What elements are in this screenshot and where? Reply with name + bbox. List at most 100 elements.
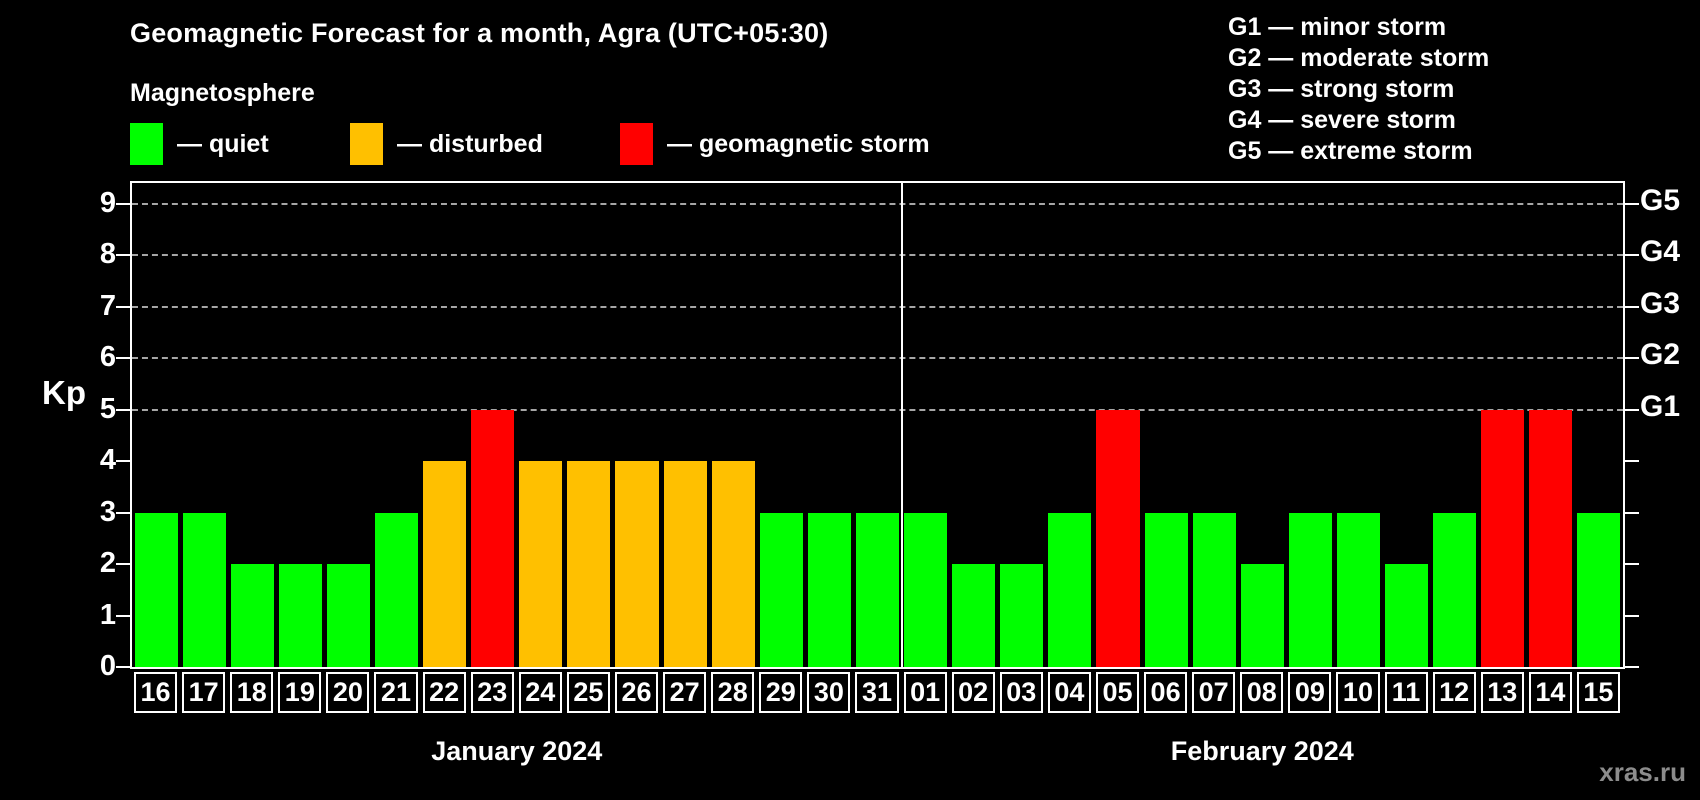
kp-bar-feb-01 xyxy=(904,512,948,667)
g-legend-line-g2: G2 — moderate storm xyxy=(1228,44,1490,72)
y-tick-left-0 xyxy=(116,666,130,668)
kp-bar-jan-27 xyxy=(663,461,707,667)
kp-bar-feb-10 xyxy=(1336,512,1380,667)
date-cell-feb-11: 11 xyxy=(1384,672,1428,713)
y-tick-label-1: 1 xyxy=(99,598,116,631)
kp-bar-jan-22 xyxy=(423,461,467,667)
date-cell-feb-06: 06 xyxy=(1144,672,1188,713)
y-tick-right-0 xyxy=(1625,666,1639,668)
right-axis-label-g3: G3 xyxy=(1640,286,1681,320)
y-tick-label-8: 8 xyxy=(99,238,116,271)
date-cell-feb-13: 13 xyxy=(1480,672,1524,713)
kp-bar-feb-14 xyxy=(1529,409,1573,667)
y-tick-right-6 xyxy=(1625,357,1639,360)
y-tick-right-8 xyxy=(1625,254,1639,257)
y-tick-label-2: 2 xyxy=(99,547,116,580)
g-legend-line-g1: G1 — minor storm xyxy=(1228,13,1447,41)
gridline-kp-9 xyxy=(132,202,1623,205)
kp-bar-jan-30 xyxy=(807,512,851,667)
month-divider xyxy=(900,183,903,667)
kp-bar-feb-11 xyxy=(1385,564,1429,667)
y-tick-right-9 xyxy=(1625,202,1639,205)
watermark: xras.ru xyxy=(1599,757,1686,787)
kp-bar-jan-25 xyxy=(567,461,611,667)
kp-bar-jan-31 xyxy=(855,512,900,667)
plot-area xyxy=(116,181,1639,669)
date-cell-jan-28: 28 xyxy=(711,672,755,713)
date-cell-jan-17: 17 xyxy=(182,672,226,713)
date-cell-jan-29: 29 xyxy=(759,672,803,713)
y-tick-left-2 xyxy=(116,563,130,566)
date-cell-jan-23: 23 xyxy=(470,672,514,713)
gridline-kp-6 xyxy=(132,357,1623,360)
date-cell-jan-21: 21 xyxy=(374,672,418,713)
kp-bar-feb-06 xyxy=(1144,512,1188,667)
magnetosphere-legend-title: Magnetosphere xyxy=(130,79,315,107)
disturbed-color-swatch xyxy=(350,123,383,165)
date-cell-feb-04: 04 xyxy=(1047,672,1091,713)
y-tick-right-4 xyxy=(1625,460,1639,463)
storm-color-swatch xyxy=(620,123,653,165)
kp-bar-feb-09 xyxy=(1288,512,1332,667)
kp-bar-jan-18 xyxy=(230,564,274,667)
gridline-kp-8 xyxy=(132,254,1623,257)
date-cell-feb-01: 01 xyxy=(903,672,947,713)
g-legend-line-g5: G5 — extreme storm xyxy=(1228,137,1473,165)
date-cell-jan-20: 20 xyxy=(326,672,370,713)
legend-label-storm: — geomagnetic storm xyxy=(667,129,930,158)
right-axis-label-g2: G2 xyxy=(1640,338,1681,372)
date-cell-feb-09: 09 xyxy=(1288,672,1332,713)
y-tick-left-7 xyxy=(116,305,130,308)
right-axis-label-g4: G4 xyxy=(1640,235,1681,269)
legend-label-disturbed: — disturbed xyxy=(397,129,543,158)
date-cell-jan-31: 31 xyxy=(855,672,899,713)
kp-bar-jan-23 xyxy=(471,409,515,667)
kp-bar-feb-07 xyxy=(1192,512,1236,667)
date-cell-jan-22: 22 xyxy=(422,672,466,713)
page-title: Geomagnetic Forecast for a month, Agra (… xyxy=(130,18,829,48)
legend-item-disturbed: — disturbed xyxy=(350,123,543,165)
y-tick-right-5 xyxy=(1625,408,1639,411)
kp-bar-feb-15 xyxy=(1577,512,1621,667)
date-cell-jan-24: 24 xyxy=(518,672,562,713)
y-tick-label-0: 0 xyxy=(99,650,116,682)
date-cell-feb-14: 14 xyxy=(1528,672,1572,713)
kp-bar-feb-02 xyxy=(952,564,996,667)
y-tick-left-4 xyxy=(116,460,130,463)
date-cell-jan-16: 16 xyxy=(134,672,178,713)
gridline-kp-5 xyxy=(132,408,1623,411)
month-label-february: February 2024 xyxy=(1170,736,1354,766)
kp-bar-feb-12 xyxy=(1433,512,1477,667)
date-cell-feb-05: 05 xyxy=(1095,672,1140,713)
kp-bar-jan-16 xyxy=(134,512,178,667)
y-tick-right-3 xyxy=(1625,511,1639,514)
y-tick-right-7 xyxy=(1625,305,1639,308)
y-tick-label-4: 4 xyxy=(99,444,116,477)
y-tick-label-9: 9 xyxy=(99,186,116,219)
right-axis-label-g1: G1 xyxy=(1640,389,1681,423)
date-cell-feb-10: 10 xyxy=(1336,672,1380,713)
date-cell-jan-18: 18 xyxy=(230,672,274,713)
kp-bar-jan-17 xyxy=(182,512,226,667)
kp-bar-feb-03 xyxy=(1000,564,1044,667)
kp-bar-jan-24 xyxy=(519,461,563,667)
kp-bar-jan-28 xyxy=(711,461,755,667)
date-cell-jan-30: 30 xyxy=(807,672,851,713)
y-tick-right-1 xyxy=(1625,614,1639,617)
y-tick-left-9 xyxy=(116,202,130,205)
y-tick-label-3: 3 xyxy=(99,495,116,528)
kp-bar-feb-04 xyxy=(1048,512,1092,667)
date-cell-feb-15: 15 xyxy=(1576,672,1620,713)
g-legend-line-g3: G3 — strong storm xyxy=(1228,75,1455,103)
kp-bar-feb-13 xyxy=(1481,409,1525,667)
date-cell-feb-07: 07 xyxy=(1192,672,1236,713)
legend-item-quiet: — quiet xyxy=(130,123,269,165)
y-tick-label-6: 6 xyxy=(99,341,116,374)
date-cell-jan-19: 19 xyxy=(278,672,322,713)
date-cell-jan-27: 27 xyxy=(663,672,707,713)
quiet-color-swatch xyxy=(130,123,163,165)
kp-bar-jan-20 xyxy=(326,564,370,667)
kp-bar-jan-21 xyxy=(374,512,419,667)
y-tick-left-3 xyxy=(116,511,130,514)
